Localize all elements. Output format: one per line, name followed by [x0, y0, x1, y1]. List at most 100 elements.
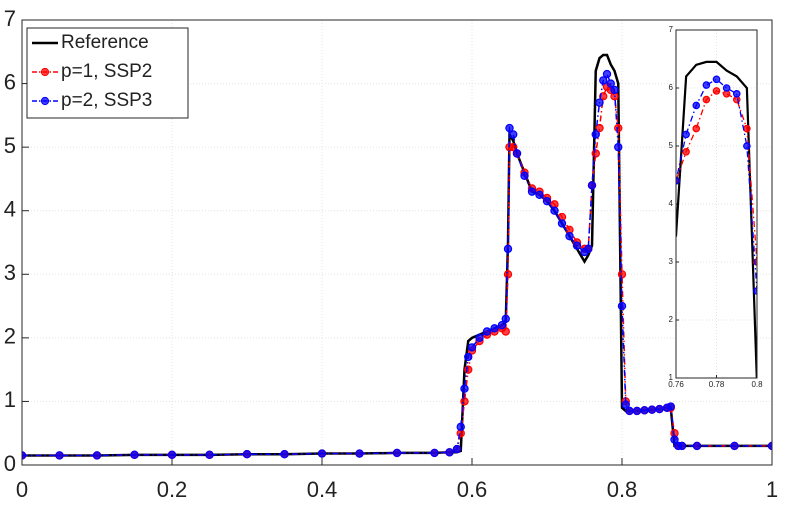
data-point	[456, 422, 465, 432]
data-point	[692, 101, 701, 110]
data-point	[501, 314, 510, 323]
data-point	[445, 448, 454, 457]
data-point	[640, 406, 649, 415]
data-point	[702, 95, 711, 104]
data-point	[614, 123, 623, 133]
data-point	[774, 384, 780, 390]
data-point	[490, 324, 499, 333]
data-point	[595, 123, 604, 133]
data-point	[617, 301, 627, 311]
x-tick-label: 0.2	[157, 477, 188, 502]
data-point	[743, 124, 751, 133]
data-point	[595, 98, 604, 107]
data-point	[591, 149, 600, 158]
y-tick-label: 7	[4, 6, 16, 31]
data-point	[621, 400, 630, 409]
data-point	[167, 450, 177, 460]
data-point	[512, 149, 522, 158]
data-point	[392, 448, 402, 458]
legend-label: Reference	[61, 32, 149, 53]
data-point	[475, 333, 484, 343]
data-point	[557, 219, 567, 228]
y-tick-label: 3	[4, 260, 16, 285]
y-tick-label: 3	[669, 257, 674, 266]
data-point	[501, 327, 510, 336]
y-tick-label: 4	[4, 197, 16, 222]
data-point	[509, 130, 518, 139]
y-tick-label: 2	[669, 315, 674, 324]
data-point	[55, 451, 64, 460]
data-point	[205, 450, 214, 460]
data-point	[130, 450, 139, 460]
data-point	[692, 441, 702, 451]
data-point	[682, 148, 690, 156]
data-point	[602, 69, 612, 79]
y-tick-label: 6	[4, 69, 16, 94]
legend-label: p=1, SSP2	[61, 61, 152, 82]
data-point	[632, 406, 642, 416]
data-point	[584, 244, 593, 254]
data-point	[767, 441, 772, 451]
data-point	[730, 441, 739, 451]
x-tick-label: 0.6	[457, 477, 488, 502]
data-point	[464, 352, 473, 362]
data-point	[355, 449, 364, 458]
data-point	[482, 327, 492, 336]
series-group	[22, 53, 772, 460]
legend-label: p=2, SSP3	[61, 90, 152, 111]
data-point	[666, 402, 675, 411]
data-point	[280, 449, 289, 459]
y-tick-label: 7	[669, 25, 674, 34]
data-point	[317, 449, 327, 458]
legend-marker	[40, 96, 50, 106]
y-tick-label: 1	[669, 373, 674, 382]
data-point	[692, 124, 701, 133]
data-point	[677, 441, 687, 451]
data-point	[606, 79, 615, 88]
data-point	[452, 444, 462, 454]
data-point	[676, 177, 680, 185]
data-point	[527, 187, 537, 196]
data-point	[550, 206, 559, 215]
y-tick-label: 4	[669, 199, 674, 208]
data-point	[614, 142, 623, 152]
data-point	[542, 196, 552, 206]
data-point	[625, 406, 634, 416]
data-point	[520, 171, 529, 180]
data-point	[599, 76, 608, 85]
legend: Reference p=1, SSP2 p=2, SSP3	[26, 27, 189, 119]
x-tick-label: 0	[16, 477, 28, 502]
data-point	[702, 81, 711, 89]
data-point	[732, 90, 741, 98]
data-point	[535, 190, 544, 200]
data-point	[430, 448, 439, 458]
data-point	[467, 343, 477, 352]
data-point	[774, 384, 780, 390]
axes-box	[21, 19, 773, 466]
y-tick-label: 0	[4, 451, 16, 476]
x-tick-label: 0.8	[607, 477, 638, 502]
data-point	[712, 87, 721, 95]
y-tick-label: 2	[4, 324, 16, 349]
data-point	[655, 404, 664, 414]
data-point	[743, 142, 751, 150]
data-point	[572, 241, 582, 250]
data-point	[587, 181, 597, 190]
data-point	[460, 384, 469, 393]
data-point	[722, 84, 731, 92]
y-tick-label: 5	[4, 133, 16, 158]
x-tick-label: 0.76	[668, 380, 684, 389]
y-tick-label: 5	[669, 141, 674, 150]
legend-marker	[40, 67, 50, 77]
data-point	[22, 451, 27, 460]
data-point	[610, 85, 619, 95]
data-point	[712, 75, 721, 84]
data-point	[503, 270, 513, 279]
data-point	[647, 405, 657, 414]
y-tick-label: 1	[4, 387, 16, 412]
data-point	[682, 130, 690, 139]
data-point	[505, 123, 514, 133]
data-point	[591, 130, 600, 139]
data-point	[460, 397, 469, 406]
